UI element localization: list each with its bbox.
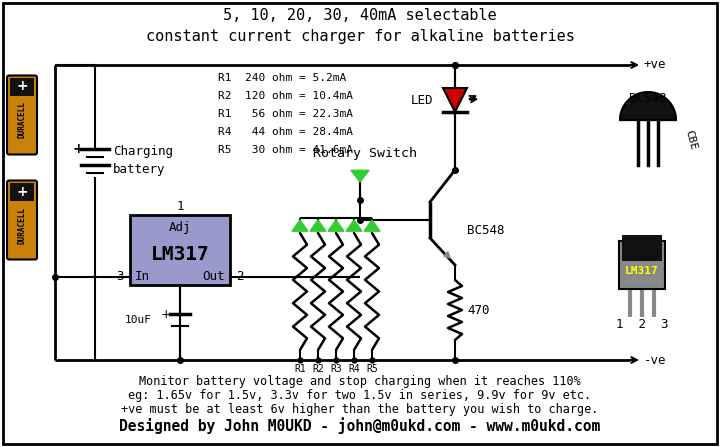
Text: +: +: [16, 185, 28, 198]
Bar: [10, 77, 34, 96]
Polygon shape: [444, 252, 450, 258]
Text: R1: R1: [294, 364, 306, 374]
Text: 5, 10, 20, 30, 40mA selectable
constant current charger for alkaline batteries: 5, 10, 20, 30, 40mA selectable constant …: [145, 8, 575, 44]
Text: -ve: -ve: [644, 354, 667, 367]
Text: 2: 2: [236, 270, 243, 283]
Text: +: +: [161, 308, 171, 320]
Polygon shape: [620, 92, 676, 120]
Polygon shape: [364, 220, 380, 231]
Text: R5: R5: [366, 364, 378, 374]
Text: R1  240 ohm = 5.2mA: R1 240 ohm = 5.2mA: [218, 73, 346, 83]
Text: LED: LED: [410, 93, 433, 106]
Polygon shape: [310, 220, 326, 231]
FancyBboxPatch shape: [7, 76, 37, 155]
Text: R2: R2: [312, 364, 324, 374]
Circle shape: [635, 246, 649, 260]
Text: LM317: LM317: [150, 245, 210, 265]
Text: R4: R4: [348, 364, 360, 374]
Bar: [622, 235, 662, 261]
Text: R4   44 ohm = 28.4mA: R4 44 ohm = 28.4mA: [218, 127, 353, 137]
Text: DURACELL: DURACELL: [17, 207, 27, 244]
Text: Rotary Switch: Rotary Switch: [313, 148, 417, 160]
Text: Monitor battery voltage and stop charging when it reaches 110%: Monitor battery voltage and stop chargin…: [139, 375, 581, 388]
Text: Out: Out: [202, 270, 225, 283]
Text: +: +: [72, 142, 84, 156]
Bar: [130, 215, 230, 285]
Text: R3: R3: [330, 364, 342, 374]
Text: BC548: BC548: [629, 92, 667, 105]
Polygon shape: [346, 220, 362, 231]
Text: 1  2  3: 1 2 3: [616, 317, 668, 330]
Text: 1: 1: [176, 201, 184, 214]
Polygon shape: [443, 88, 467, 112]
Text: 10uF: 10uF: [125, 315, 152, 325]
Text: BC548: BC548: [467, 224, 505, 236]
Text: In: In: [135, 270, 150, 283]
Text: CBE: CBE: [683, 129, 698, 151]
Text: Designed by John M0UKD - john@m0ukd.com - www.m0ukd.com: Designed by John M0UKD - john@m0ukd.com …: [120, 417, 600, 434]
Text: +ve: +ve: [644, 59, 667, 72]
Text: +ve must be at least 6v higher than the battery you wish to charge.: +ve must be at least 6v higher than the …: [121, 404, 599, 417]
Polygon shape: [351, 170, 369, 182]
Text: R2  120 ohm = 10.4mA: R2 120 ohm = 10.4mA: [218, 91, 353, 101]
Bar: [619, 241, 665, 289]
Text: 470: 470: [467, 304, 490, 316]
Text: Charging
battery: Charging battery: [113, 144, 173, 176]
Text: R1   56 ohm = 22.3mA: R1 56 ohm = 22.3mA: [218, 109, 353, 119]
Polygon shape: [328, 220, 344, 231]
Text: +: +: [16, 80, 28, 93]
FancyBboxPatch shape: [7, 181, 37, 260]
Text: R5   30 ohm = 41.6mA: R5 30 ohm = 41.6mA: [218, 145, 353, 155]
Text: Adj: Adj: [168, 220, 192, 233]
Text: eg: 1.65v for 1.5v, 3.3v for two 1.5v in series, 9.9v for 9v etc.: eg: 1.65v for 1.5v, 3.3v for two 1.5v in…: [128, 389, 592, 402]
Text: LM317: LM317: [625, 266, 659, 276]
Text: DURACELL: DURACELL: [17, 101, 27, 139]
Text: 3: 3: [117, 270, 124, 283]
Polygon shape: [292, 220, 308, 231]
Bar: [10, 182, 34, 201]
